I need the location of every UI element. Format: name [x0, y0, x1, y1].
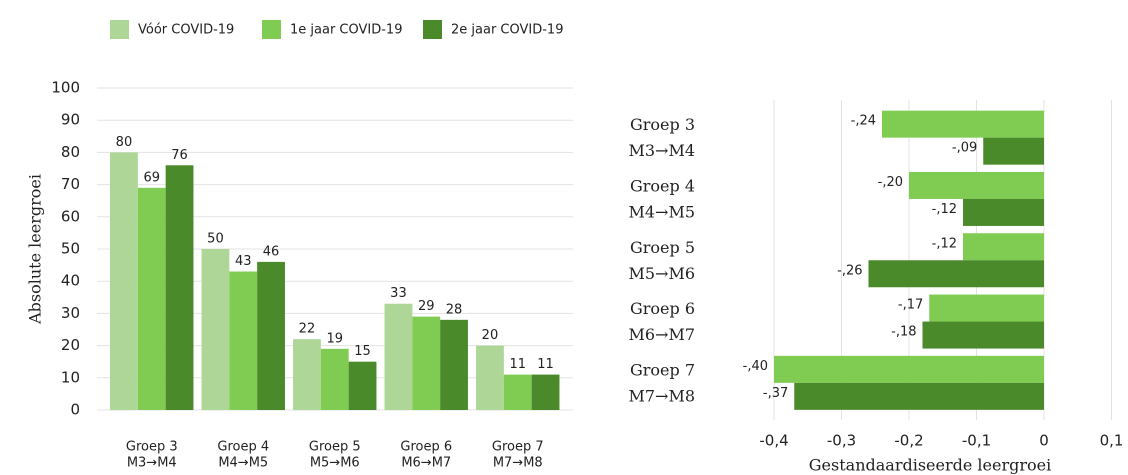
value-label: -,26	[837, 263, 862, 278]
x-tick-label: -0,4	[759, 432, 788, 450]
value-label: 46	[263, 244, 280, 259]
x-tick-label: -0,2	[894, 432, 923, 450]
bar	[909, 171, 1044, 199]
bar	[774, 355, 1044, 383]
value-label: 11	[537, 357, 554, 372]
value-label: 11	[509, 357, 526, 372]
y-tick-label: M7→M8	[628, 386, 695, 405]
y-tick-label: 20	[61, 336, 80, 354]
value-label: -,20	[878, 175, 903, 190]
value-label: 76	[171, 148, 188, 163]
x-tick-label: Groep 6	[400, 440, 452, 455]
value-label: -,09	[952, 141, 977, 156]
bar	[929, 294, 1044, 322]
y-tick-label: 70	[61, 175, 80, 193]
value-label: -,12	[932, 236, 957, 251]
y-tick-label: 100	[51, 79, 80, 97]
value-label: -,17	[898, 298, 923, 313]
bar	[476, 345, 504, 410]
bar	[229, 271, 258, 410]
x-tick-label: -0,1	[962, 432, 991, 450]
bar	[257, 261, 285, 410]
y-tick-label: 10	[61, 368, 80, 386]
y-tick-label: 80	[61, 143, 80, 161]
value-label: 15	[354, 344, 371, 359]
value-label: -,37	[763, 386, 788, 401]
y-tick-label: 40	[61, 272, 80, 290]
value-label: 19	[326, 331, 343, 346]
legend-swatch	[262, 20, 281, 39]
legend-swatch	[423, 20, 442, 39]
value-label: -,12	[932, 202, 957, 217]
bar	[412, 316, 441, 410]
y-tick-label: Groep 3	[630, 115, 695, 134]
value-label: 43	[235, 254, 252, 269]
x-tick-label: M7→M8	[493, 456, 543, 471]
y-tick-label: Groep 5	[630, 238, 695, 257]
bar	[110, 152, 138, 410]
y-tick-label: 90	[61, 111, 80, 129]
y-tick-label: M5→M6	[628, 264, 695, 283]
value-label: -,24	[851, 114, 876, 129]
y-tick-label: 60	[61, 207, 80, 225]
y-tick-label: 0	[70, 401, 80, 419]
bar	[882, 110, 1044, 138]
x-tick-label: Groep 5	[309, 440, 361, 455]
x-tick-label: 0,1	[1100, 432, 1124, 450]
y-tick-label: M6→M7	[628, 325, 695, 344]
value-label: 20	[482, 328, 499, 343]
legend-label: 1e jaar COVID-19	[290, 23, 402, 38]
bar	[165, 165, 194, 410]
value-label: 33	[390, 286, 407, 301]
x-tick-label: M6→M7	[401, 456, 451, 471]
bar	[983, 137, 1044, 165]
y-tick-label: 30	[61, 304, 80, 322]
value-label: 69	[143, 170, 160, 185]
value-label: 28	[446, 302, 463, 317]
bar	[531, 374, 560, 410]
y-tick-label: M4→M5	[628, 202, 695, 221]
x-tick-label: Groep 4	[217, 440, 269, 455]
x-tick-label: 0	[1039, 432, 1049, 450]
x-tick-label: -0,3	[827, 432, 856, 450]
x-tick-label: M5→M6	[310, 456, 360, 471]
value-label: 50	[207, 232, 224, 247]
x-tick-label: M3→M4	[127, 456, 177, 471]
bar	[440, 319, 468, 410]
value-label: -,18	[891, 325, 916, 340]
y-tick-label: Groep 6	[630, 299, 695, 318]
bar	[384, 303, 413, 410]
value-label: -,40	[743, 359, 768, 374]
value-label: 22	[299, 322, 316, 337]
y-tick-label: Groep 7	[630, 360, 695, 379]
x-tick-label: Groep 3	[126, 440, 178, 455]
value-label: 80	[116, 135, 133, 150]
y-tick-label: M3→M4	[628, 141, 695, 160]
bar	[868, 260, 1044, 288]
y-axis-label: Absolute leergroei	[26, 174, 45, 325]
bar	[137, 187, 166, 410]
bar	[794, 382, 1044, 410]
x-tick-label: M4→M5	[218, 456, 268, 471]
legend-label: 2e jaar COVID-19	[451, 23, 563, 38]
bar	[963, 198, 1044, 226]
bar	[201, 249, 230, 410]
x-axis-label: Gestandaardiseerde leergroei	[809, 456, 1051, 475]
y-tick-label: Groep 4	[630, 176, 695, 195]
bar	[320, 348, 349, 410]
y-tick-label: 50	[61, 240, 80, 258]
bar	[922, 321, 1044, 349]
bar	[293, 339, 321, 410]
bar	[963, 233, 1044, 261]
value-label: 29	[418, 299, 435, 314]
legend-swatch	[110, 20, 129, 39]
bar	[503, 374, 532, 410]
legend-label: Vóór COVID-19	[138, 23, 234, 38]
bar	[348, 361, 377, 410]
x-tick-label: Groep 7	[492, 440, 544, 455]
